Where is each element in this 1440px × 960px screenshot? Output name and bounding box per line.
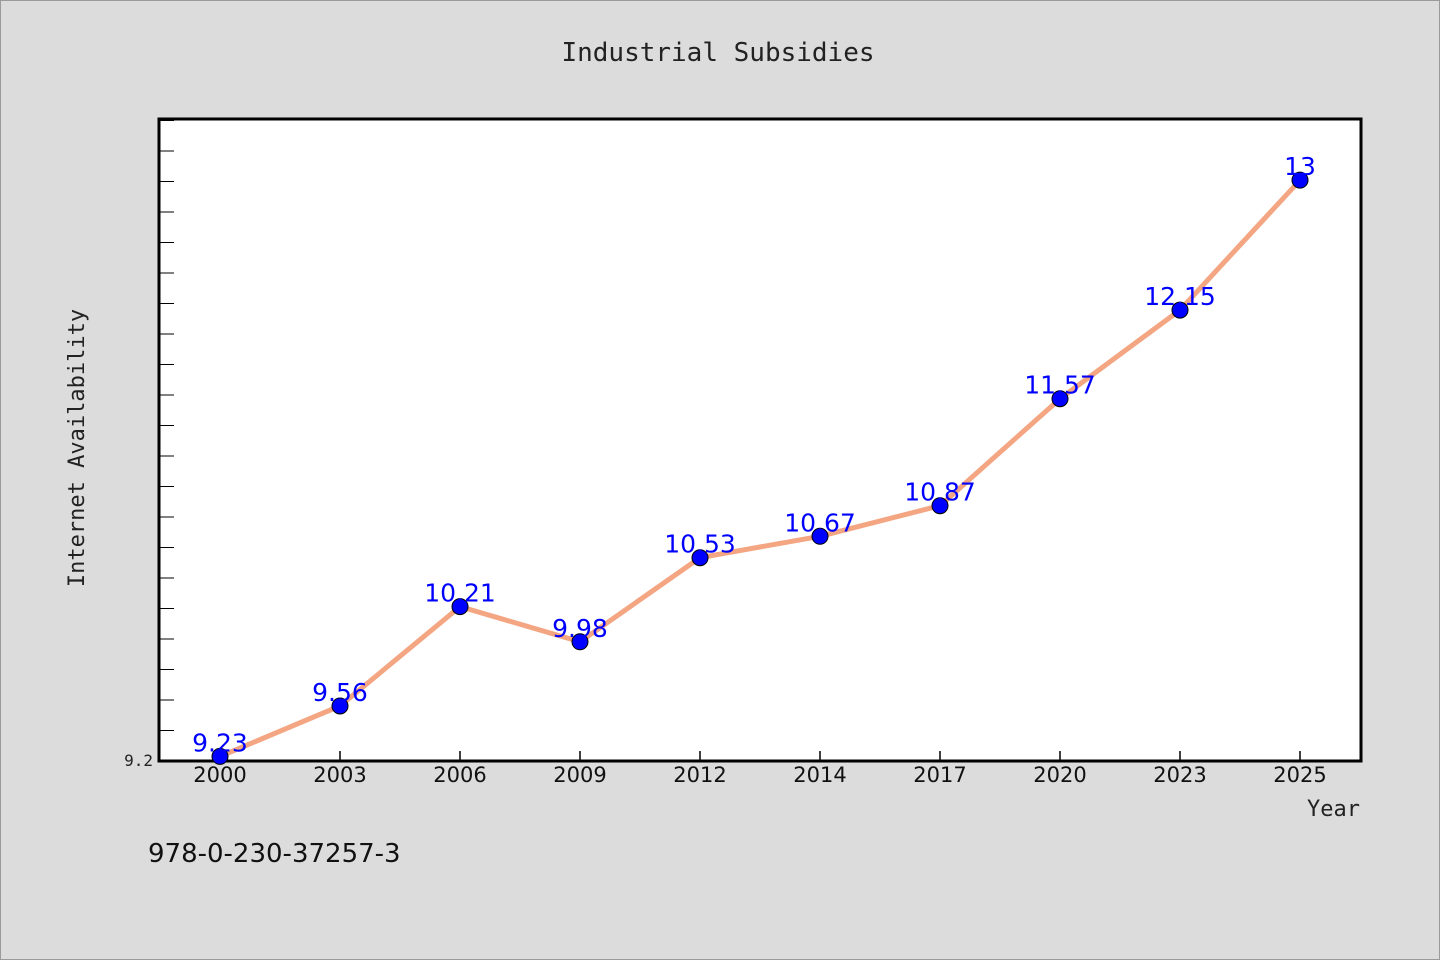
x-tick-label: 2017 — [913, 763, 966, 787]
plot-area — [157, 117, 1363, 763]
data-label: 9.23 — [192, 728, 248, 757]
data-label: 10.53 — [664, 530, 736, 559]
x-tick-label: 2025 — [1273, 763, 1326, 787]
data-label: 10.67 — [784, 508, 856, 537]
data-point — [691, 549, 709, 567]
data-point — [331, 697, 349, 715]
data-point — [451, 598, 469, 616]
footer-isbn: 978-0-230-37257-3 — [148, 839, 401, 869]
series-line — [219, 178, 1302, 759]
data-point — [931, 497, 949, 515]
data-point — [1051, 390, 1069, 408]
x-tick-label: 2014 — [793, 763, 846, 787]
x-tick-label: 2023 — [1153, 763, 1206, 787]
data-label: 9.98 — [552, 614, 608, 643]
x-tick-label: 2012 — [673, 763, 726, 787]
data-label: 12.15 — [1144, 282, 1216, 311]
x-axis-ticks: 2000 2003 2006 2009 2012 2014 2017 2020 2023 2025 — [193, 751, 1327, 787]
data-label: 13 — [1284, 152, 1316, 181]
data-point — [211, 747, 229, 765]
data-point — [1291, 171, 1309, 189]
x-tick-label: 2009 — [553, 763, 606, 787]
x-axis-label: Year — [1307, 797, 1360, 822]
data-point — [811, 527, 829, 545]
data-label: 10.21 — [424, 579, 496, 608]
x-tick-label: 2020 — [1033, 763, 1086, 787]
x-tick-label: 2006 — [433, 763, 486, 787]
data-label: 9.56 — [312, 678, 368, 707]
y-axis-label: Internet Availability — [65, 309, 90, 587]
y-tick-label: 9.2 — [124, 751, 153, 770]
chart-title: Industrial Subsidies — [561, 38, 874, 68]
y-axis-ticks — [159, 120, 174, 762]
data-point — [571, 633, 589, 651]
data-label: 10.87 — [904, 478, 976, 507]
x-tick-label: 2003 — [313, 763, 366, 787]
x-tick-label: 2000 — [193, 763, 246, 787]
data-label: 11.57 — [1024, 371, 1096, 400]
data-point — [1171, 301, 1189, 319]
series-line-group: 9.23 9.56 10.21 9.98 10.53 10.67 10.87 11.57 12.… — [192, 152, 1316, 765]
